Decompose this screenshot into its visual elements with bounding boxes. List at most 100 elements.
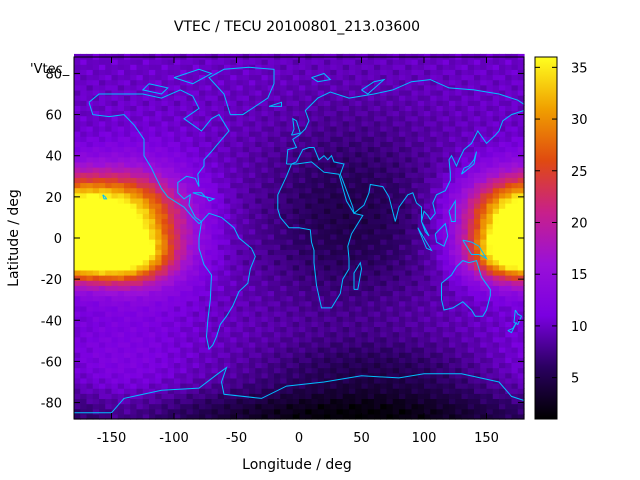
heatmap-cell	[155, 377, 163, 384]
heatmap-cell	[505, 59, 513, 65]
heatmap-cell	[405, 89, 413, 96]
heatmap-cell	[192, 300, 200, 307]
heatmap-cell	[280, 64, 288, 70]
heatmap-cell	[330, 125, 338, 132]
heatmap-cell	[199, 249, 206, 256]
heatmap-cell	[474, 74, 481, 81]
heatmap-cell	[105, 203, 113, 209]
heatmap-cell	[449, 120, 456, 127]
heatmap-cell	[424, 269, 431, 276]
heatmap-cell	[124, 125, 131, 132]
heatmap-cell	[424, 383, 431, 389]
heatmap-cell	[130, 177, 138, 184]
heatmap-cell	[424, 285, 431, 292]
heatmap-cell	[380, 182, 388, 189]
heatmap-cell	[305, 64, 313, 70]
heatmap-cell	[80, 131, 88, 137]
heatmap-cell	[105, 413, 113, 420]
heatmap-cell	[249, 331, 256, 338]
heatmap-cell	[205, 172, 213, 178]
heatmap-cell	[442, 233, 450, 240]
heatmap-cell	[461, 95, 469, 101]
heatmap-cell	[505, 352, 513, 358]
heatmap-cell	[199, 172, 206, 178]
heatmap-cell	[286, 347, 294, 353]
heatmap-cell	[180, 264, 188, 271]
heatmap-cell	[111, 146, 119, 153]
heatmap-cell	[199, 131, 206, 137]
heatmap-cell	[267, 280, 275, 286]
heatmap-cell	[186, 110, 194, 117]
heatmap-cell	[305, 172, 313, 178]
heatmap-cell	[92, 285, 100, 292]
heatmap-cell	[499, 352, 506, 358]
heatmap-cell	[205, 408, 213, 415]
heatmap-cell	[380, 177, 388, 184]
heatmap-cell	[105, 156, 113, 163]
heatmap-cell	[480, 100, 488, 106]
heatmap-cell	[136, 285, 144, 292]
heatmap-cell	[230, 244, 238, 250]
heatmap-cell	[399, 383, 406, 389]
heatmap-cell	[349, 131, 356, 137]
heatmap-cell	[311, 141, 319, 148]
heatmap-cell	[155, 131, 163, 137]
heatmap-cell	[361, 100, 369, 106]
heatmap-cell	[492, 300, 500, 307]
heatmap-cell	[199, 326, 206, 333]
heatmap-cell	[286, 105, 294, 112]
heatmap-cell	[505, 100, 513, 106]
heatmap-cell	[380, 280, 388, 286]
heatmap-cell	[299, 336, 306, 343]
heatmap-cell	[161, 413, 169, 420]
heatmap-cell	[236, 115, 244, 122]
heatmap-cell	[374, 192, 381, 199]
heatmap-cell	[249, 398, 256, 405]
heatmap-cell	[305, 300, 313, 307]
heatmap-cell	[117, 316, 125, 322]
heatmap-cell	[124, 336, 131, 343]
heatmap-cell	[261, 161, 269, 168]
heatmap-cell	[255, 239, 263, 245]
heatmap-cell	[224, 357, 231, 364]
heatmap-cell	[149, 347, 156, 353]
heatmap-cell	[299, 64, 306, 70]
heatmap-cell	[449, 244, 456, 250]
heatmap-cell	[317, 316, 325, 322]
heatmap-cell	[224, 187, 231, 194]
heatmap-cell	[261, 223, 269, 230]
heatmap-cell	[236, 172, 244, 178]
heatmap-cell	[436, 136, 444, 142]
heatmap-cell	[455, 352, 463, 358]
heatmap-cell	[167, 223, 175, 230]
heatmap-cell	[442, 336, 450, 343]
heatmap-cell	[299, 69, 306, 76]
heatmap-cell	[230, 249, 238, 256]
heatmap-cell	[324, 254, 331, 261]
heatmap-cell	[461, 203, 469, 209]
heatmap-cell	[480, 141, 488, 148]
heatmap-cell	[336, 254, 344, 261]
heatmap-cell	[480, 69, 488, 76]
heatmap-cell	[367, 264, 375, 271]
heatmap-cell	[449, 141, 456, 148]
heatmap-cell	[242, 367, 250, 374]
heatmap-cell	[211, 275, 219, 281]
heatmap-cell	[442, 249, 450, 256]
heatmap-cell	[417, 326, 425, 333]
heatmap-cell	[324, 357, 331, 364]
heatmap-cell	[192, 326, 200, 333]
heatmap-cell	[336, 74, 344, 81]
heatmap-cell	[399, 213, 406, 220]
heatmap-cell	[449, 110, 456, 117]
heatmap-cell	[255, 120, 263, 127]
heatmap-cell	[174, 244, 181, 250]
heatmap-cell	[324, 305, 331, 312]
heatmap-cell	[192, 311, 200, 317]
heatmap-cell	[317, 146, 325, 153]
heatmap-cell	[330, 290, 338, 297]
heatmap-cell	[405, 372, 413, 379]
heatmap-cell	[336, 105, 344, 112]
heatmap-cell	[274, 79, 281, 86]
heatmap-cell	[486, 146, 494, 153]
